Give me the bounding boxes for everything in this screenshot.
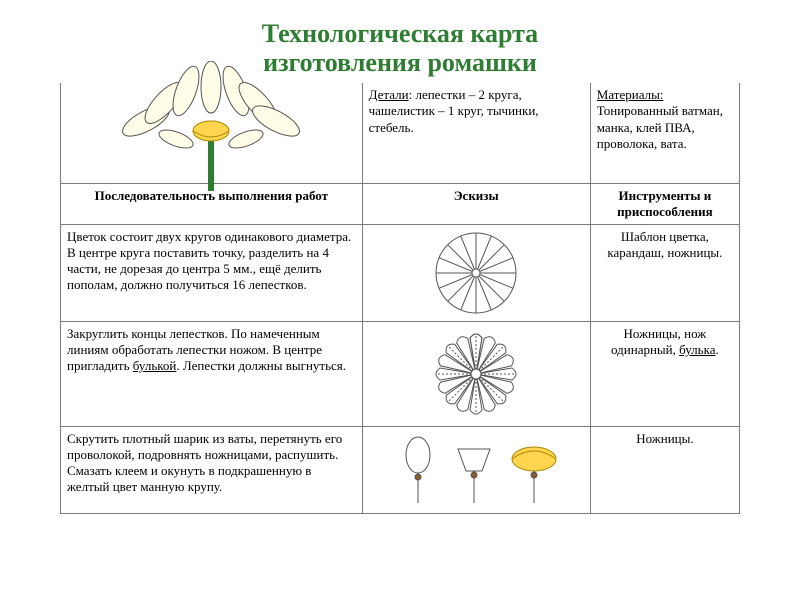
materials-text: Тонированный ватман, манка, клей ПВА, пр… <box>597 103 723 151</box>
details-cell: Детали: лепестки – 2 круга, чашелистик –… <box>362 83 590 183</box>
header-tools: Инструменты и приспособления <box>590 183 739 224</box>
circle-16-sectors-icon <box>432 229 520 317</box>
step-2-sketch <box>362 321 590 426</box>
title-line1: Технологическая карта <box>262 19 538 48</box>
step-1-tools: Шаблон цветка, карандаш, ножницы. <box>590 224 739 321</box>
step-3-text: Скрутить плотный шарик из ваты, перетяну… <box>61 426 363 513</box>
materials-cell: Материалы: Тонированный ватман, манка, к… <box>590 83 739 183</box>
flower-16-petals-icon <box>428 326 524 422</box>
details-label: Детали <box>369 87 409 102</box>
materials-label: Материалы: <box>597 87 664 102</box>
cotton-ball-steps-icon <box>386 431 566 509</box>
step-1-sketch <box>362 224 590 321</box>
daisy-illustration-cell <box>61 83 363 183</box>
step-3-sketch <box>362 426 590 513</box>
daisy-icon <box>116 61 306 191</box>
step-2-text: Закруглить концы лепестков. По намеченны… <box>61 321 363 426</box>
header-sketches: Эскизы <box>362 183 590 224</box>
step-3-tools: Ножницы. <box>590 426 739 513</box>
step-2-tools: Ножницы, нож одинарный, булька. <box>590 321 739 426</box>
step-1-text: Цветок состоит двух кругов одинакового д… <box>61 224 363 321</box>
tech-card-table: Детали: лепестки – 2 круга, чашелистик –… <box>60 83 740 514</box>
